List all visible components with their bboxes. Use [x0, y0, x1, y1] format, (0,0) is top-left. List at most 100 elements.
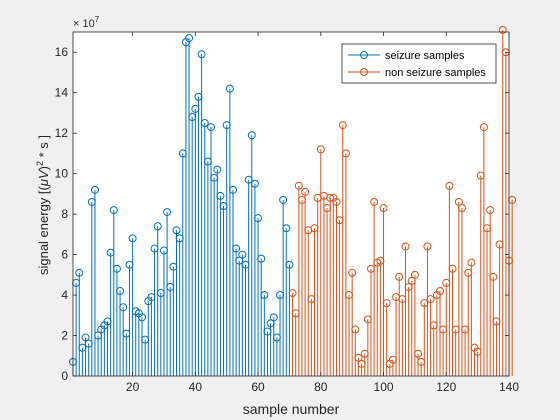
marker-s0-3	[75, 268, 84, 277]
marker-s0-52	[228, 185, 237, 194]
marker-s0-29	[156, 289, 165, 298]
marker-s0-23	[138, 313, 147, 322]
marker-s1-108	[404, 282, 413, 291]
marker-s1-99	[376, 256, 385, 265]
marker-s0-51	[225, 84, 234, 93]
x-tick-label-20: 20	[126, 380, 140, 394]
marker-s0-47	[213, 165, 222, 174]
marker-s0-17	[119, 303, 128, 312]
marker-s1-131	[476, 171, 485, 180]
legend: seizure samples non seizure samples	[341, 43, 497, 84]
marker-s1-74	[297, 195, 306, 204]
marker-s0-9	[94, 331, 103, 340]
marker-s0-26	[147, 293, 156, 302]
marker-s0-16	[116, 287, 125, 296]
marker-s1-92	[354, 353, 363, 362]
marker-s1-93	[357, 359, 366, 368]
marker-s1-126	[461, 325, 470, 334]
marker-s1-83	[326, 193, 335, 202]
marker-s0-31	[163, 208, 172, 217]
marker-s1-133	[483, 224, 492, 233]
y-tick-label-14: 14	[55, 86, 69, 100]
marker-s1-105	[395, 272, 404, 281]
marker-s1-116	[429, 321, 438, 330]
marker-s0-20	[128, 234, 137, 243]
y-tick-label-6: 6	[61, 248, 68, 262]
x-tick-label-140: 140	[499, 380, 519, 394]
marker-s1-121	[445, 181, 454, 190]
marker-s1-77	[307, 295, 316, 304]
x-tick-label-120: 120	[436, 380, 456, 394]
marker-s0-54	[235, 256, 244, 265]
legend-label-nonseizure: non seizure samples	[385, 67, 486, 79]
marker-s1-113	[420, 299, 429, 308]
marker-s0-55	[238, 250, 247, 259]
marker-s0-8	[90, 185, 99, 194]
marker-s0-35	[175, 234, 184, 243]
y-exponent-label: × 107	[73, 15, 100, 30]
marker-s1-125	[457, 204, 466, 213]
marker-s1-122	[448, 264, 457, 273]
marker-s1-73	[294, 181, 303, 190]
marker-s1-72	[291, 309, 300, 318]
marker-s0-42	[197, 50, 206, 59]
marker-s0-28	[153, 222, 162, 231]
ticks-layer: 20 40 60 80 100 120 140 0 2 4 6 8 10 12 14 16	[55, 32, 519, 394]
marker-s1-106	[398, 295, 407, 304]
marker-s1-101	[382, 299, 391, 308]
marker-s1-95	[363, 315, 372, 324]
marker-s1-96	[366, 264, 375, 273]
marker-s1-88	[341, 149, 350, 158]
marker-s1-134	[486, 206, 495, 215]
marker-s0-67	[276, 291, 285, 300]
stems-layer	[72, 29, 513, 376]
marker-s1-86	[335, 216, 344, 225]
marker-s1-75	[301, 187, 310, 196]
marker-s1-115	[426, 295, 435, 304]
marker-s0-45	[207, 123, 216, 132]
marker-s0-69	[282, 224, 291, 233]
marker-s1-85	[332, 197, 341, 206]
marker-s1-127	[464, 268, 473, 277]
marker-s1-138	[498, 25, 507, 34]
marker-s0-4	[78, 343, 87, 352]
marker-s0-44	[203, 157, 212, 166]
marker-s1-107	[401, 242, 410, 251]
marker-s1-136	[492, 317, 501, 326]
marker-s0-49	[219, 202, 228, 211]
marker-s0-68	[279, 195, 288, 204]
marker-s1-87	[338, 121, 347, 130]
marker-s0-46	[210, 173, 219, 182]
marker-s0-18	[122, 329, 131, 338]
marker-s0-12	[103, 317, 112, 326]
marker-s0-48	[216, 191, 225, 200]
y-tick-label-10: 10	[55, 167, 69, 181]
marker-s1-118	[435, 287, 444, 296]
marker-s0-53	[232, 244, 241, 253]
marker-s1-128	[467, 258, 476, 267]
marker-s0-59	[250, 179, 259, 188]
marker-s0-40	[191, 104, 200, 113]
y-tick-label-16: 16	[55, 45, 69, 59]
marker-s0-19	[125, 260, 134, 269]
legend-marker-seizure	[360, 51, 368, 59]
y-tick-label-0: 0	[61, 369, 68, 383]
y-tick-label-12: 12	[55, 126, 69, 140]
y-tick-label-4: 4	[61, 288, 68, 302]
marker-s1-100	[379, 204, 388, 213]
marker-s1-137	[495, 240, 504, 249]
marker-s0-65	[269, 313, 278, 322]
marker-s0-56	[241, 260, 250, 269]
x-tick-label-80: 80	[314, 380, 328, 394]
marker-s0-57	[244, 175, 253, 184]
marker-s1-110	[410, 270, 419, 279]
marker-s0-43	[200, 119, 209, 128]
marker-s1-109	[407, 276, 416, 285]
marker-s0-27	[150, 244, 159, 253]
marker-s0-24	[141, 335, 150, 344]
marker-s0-15	[112, 264, 121, 273]
marker-s0-62	[260, 291, 269, 300]
marker-s1-90	[348, 268, 357, 277]
marker-s0-64	[266, 319, 275, 328]
